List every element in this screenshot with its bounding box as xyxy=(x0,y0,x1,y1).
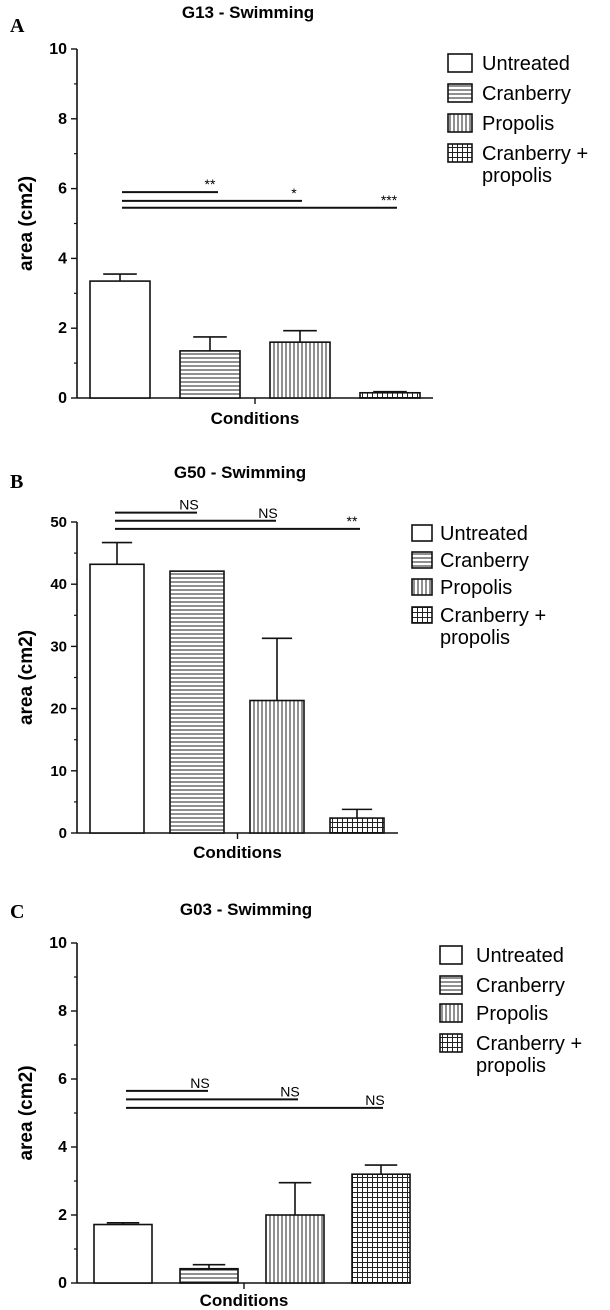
legend-swatch xyxy=(447,113,473,133)
legend-label: Untreated xyxy=(440,523,528,545)
y-tick-label: 8 xyxy=(58,111,67,128)
legend-label: propolis xyxy=(440,627,510,649)
legend-swatch xyxy=(411,551,433,569)
significance-label: ** xyxy=(205,176,216,192)
y-tick-label: 8 xyxy=(58,1003,67,1020)
x-axis-label: Conditions xyxy=(193,843,282,862)
significance-label: NS xyxy=(280,1083,299,1099)
y-axis-label: area (cm2) xyxy=(16,630,37,725)
significance-label: * xyxy=(291,185,297,201)
bar-4 xyxy=(329,817,385,834)
y-tick-label: 0 xyxy=(59,825,67,842)
y-tick-label: 40 xyxy=(50,576,67,593)
bar-2 xyxy=(179,350,241,399)
legend-swatch xyxy=(411,606,433,624)
legend-label: Cranberry xyxy=(476,975,565,997)
legend-swatch xyxy=(439,1033,463,1053)
y-axis-label: area (cm2) xyxy=(16,1065,37,1160)
significance-label: NS xyxy=(365,1092,384,1108)
legend-swatch xyxy=(439,975,463,995)
legend-label: Propolis xyxy=(482,113,554,135)
legend-swatch xyxy=(439,945,463,965)
y-axis-label: area (cm2) xyxy=(16,176,37,271)
y-tick-label: 4 xyxy=(58,1139,67,1156)
legend-swatch xyxy=(447,143,473,163)
significance-label: NS xyxy=(190,1075,209,1091)
significance-label: NS xyxy=(258,505,277,521)
legend-label: Cranberry + xyxy=(440,605,546,627)
legend-swatch xyxy=(411,578,433,596)
bar-1 xyxy=(89,563,145,834)
legend-label: Cranberry + xyxy=(476,1033,582,1055)
legend-label: Cranberry xyxy=(440,550,529,572)
bar-1 xyxy=(89,280,151,399)
chart-panel-b: B G50 - Swimming 0 10 20 30 40 50 area (cm2) Cond… xyxy=(10,463,546,862)
legend-label: Cranberry + xyxy=(482,143,588,165)
chart-title: G50 - Swimming xyxy=(174,463,306,482)
bar-4 xyxy=(359,391,421,399)
legend-label: propolis xyxy=(476,1055,546,1077)
chart-panel-a: A G13 - Swimming 0 2 4 6 8 10 area (cm2) Conditio… xyxy=(10,3,588,428)
y-tick-label: 50 xyxy=(50,514,67,531)
legend-swatch xyxy=(447,53,473,73)
y-tick-label: 10 xyxy=(50,763,67,780)
bar-2 xyxy=(169,570,225,834)
bar-3 xyxy=(265,1214,325,1284)
y-tick-label: 4 xyxy=(58,250,67,267)
y-tick-label: 10 xyxy=(49,935,67,952)
bar-1 xyxy=(93,1223,153,1284)
significance-label: *** xyxy=(381,192,398,208)
y-tick-label: 2 xyxy=(58,1207,67,1224)
y-tick-label: 2 xyxy=(58,320,67,337)
legend-label: Propolis xyxy=(440,577,512,599)
y-tick-label: 20 xyxy=(50,701,67,718)
legend-swatch xyxy=(439,1003,463,1023)
x-axis-label: Conditions xyxy=(211,409,300,428)
y-tick-label: 6 xyxy=(58,181,67,198)
y-tick-label: 10 xyxy=(49,41,67,58)
chart-panel-c: C G03 - Swimming 0 2 4 6 8 10 area (cm2) Conditio… xyxy=(10,900,582,1310)
legend-swatch xyxy=(447,83,473,103)
bar-3 xyxy=(269,341,331,399)
legend-label: Propolis xyxy=(476,1003,548,1025)
legend-label: Untreated xyxy=(476,945,564,967)
y-tick-label: 30 xyxy=(50,638,67,655)
panel-letter: A xyxy=(10,15,25,37)
panel-letter: C xyxy=(10,901,24,923)
legend-label: Cranberry xyxy=(482,83,571,105)
panel-letter: B xyxy=(10,471,23,493)
chart-title: G13 - Swimming xyxy=(182,3,314,22)
bar-3 xyxy=(249,699,305,834)
y-tick-label: 6 xyxy=(58,1071,67,1088)
bar-2 xyxy=(179,1267,239,1284)
legend-label: propolis xyxy=(482,165,552,187)
legend-swatch xyxy=(411,524,433,542)
y-tick-label: 0 xyxy=(58,390,67,407)
significance-label: ** xyxy=(347,513,358,529)
significance-label: NS xyxy=(179,497,198,513)
x-axis-label: Conditions xyxy=(200,1291,289,1310)
bar-4 xyxy=(351,1173,411,1284)
y-tick-label: 0 xyxy=(58,1275,67,1292)
chart-title: G03 - Swimming xyxy=(180,900,312,919)
legend-label: Untreated xyxy=(482,53,570,75)
